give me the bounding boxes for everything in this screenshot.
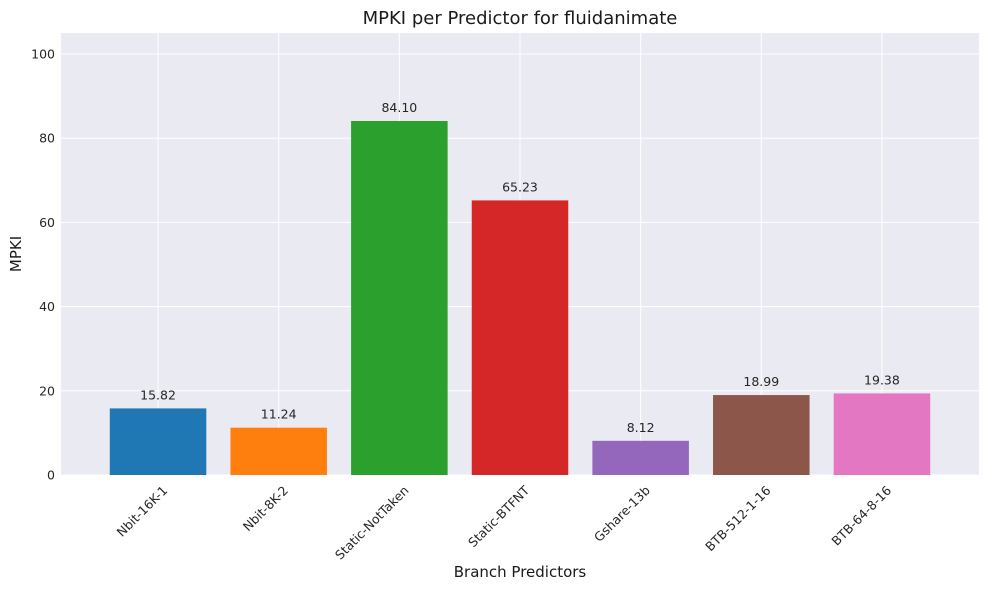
y-tick-label: 60 [39,215,55,230]
x-tick-label: Nbit-8K-2 [240,483,291,534]
data-label: 65.23 [502,179,538,194]
y-tick-label: 20 [39,383,55,398]
x-tick-label: Static-NotTaken [332,483,412,563]
y-tick-label: 40 [39,299,55,314]
bar [230,427,327,475]
bars [109,120,931,475]
y-axis-ticks: 0 20 40 60 80 100 [31,47,55,483]
data-label: 11.24 [261,407,297,422]
x-tick-label: Gshare-13b [591,483,653,545]
bar [471,200,569,475]
x-tick-label: Nbit-16K-1 [113,483,170,540]
x-tick-label: Static-BTFNT [465,482,533,550]
bar [351,120,448,475]
data-label: 84.10 [381,100,417,115]
chart-title: MPKI per Predictor for fluidanimate [363,8,678,29]
bar [713,395,810,475]
bar [592,440,689,475]
x-tick-label: BTB-512-1-16 [702,483,773,554]
x-axis-ticks: Nbit-16K-1 Nbit-8K-2 Static-NotTaken Static… [113,482,894,562]
value-labels: 15.82 11.24 84.10 65.23 8.12 18.99 19.38 [140,100,900,435]
x-tick-label: BTB-64-8-16 [828,483,894,549]
y-axis-label: MPKI [7,236,25,272]
data-label: 18.99 [743,374,779,389]
data-label: 19.38 [864,372,900,387]
y-tick-label: 100 [31,47,55,62]
data-label: 15.82 [140,387,176,402]
y-tick-label: 80 [39,131,55,146]
bar [833,393,931,475]
data-label: 8.12 [627,420,655,435]
bar [109,408,207,475]
y-tick-label: 0 [47,468,55,483]
x-axis-label: Branch Predictors [454,563,587,581]
